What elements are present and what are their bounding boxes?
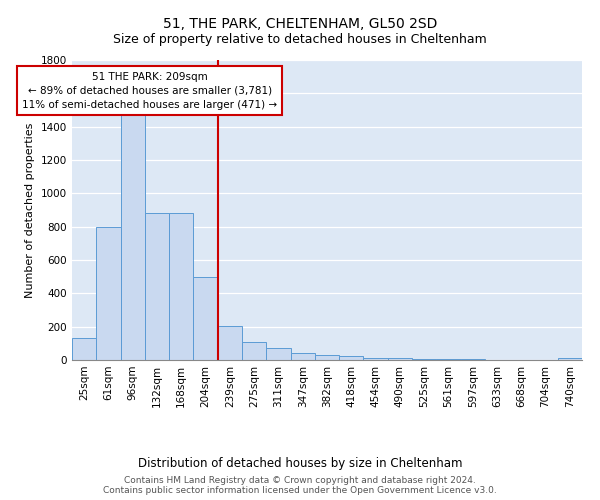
Bar (339, 356, 364, 360)
Bar (436, 358, 461, 360)
Y-axis label: Number of detached properties: Number of detached properties (25, 122, 35, 298)
Text: 51 THE PARK: 209sqm
← 89% of detached houses are smaller (3,781)
11% of semi-det: 51 THE PARK: 209sqm ← 89% of detached ho… (22, 72, 277, 110)
Bar (412, 358, 436, 360)
Text: Contains HM Land Registry data © Crown copyright and database right 2024.
Contai: Contains HM Land Registry data © Crown c… (103, 476, 497, 495)
Text: 51, THE PARK, CHELTENHAM, GL50 2SD: 51, THE PARK, CHELTENHAM, GL50 2SD (163, 18, 437, 32)
Bar (145, 214, 169, 360)
Bar (558, 358, 582, 360)
Bar (290, 352, 315, 360)
Bar (169, 214, 193, 360)
Text: Size of property relative to detached houses in Cheltenham: Size of property relative to detached ho… (113, 32, 487, 46)
Bar (72, 338, 96, 360)
Bar (461, 359, 485, 360)
Bar (266, 348, 290, 360)
Bar (193, 276, 218, 360)
Bar (121, 110, 145, 360)
Bar (96, 226, 121, 360)
Bar (218, 326, 242, 360)
Text: Distribution of detached houses by size in Cheltenham: Distribution of detached houses by size … (138, 458, 462, 470)
Bar (242, 342, 266, 360)
Bar (315, 355, 339, 360)
Bar (364, 358, 388, 360)
Bar (388, 358, 412, 360)
